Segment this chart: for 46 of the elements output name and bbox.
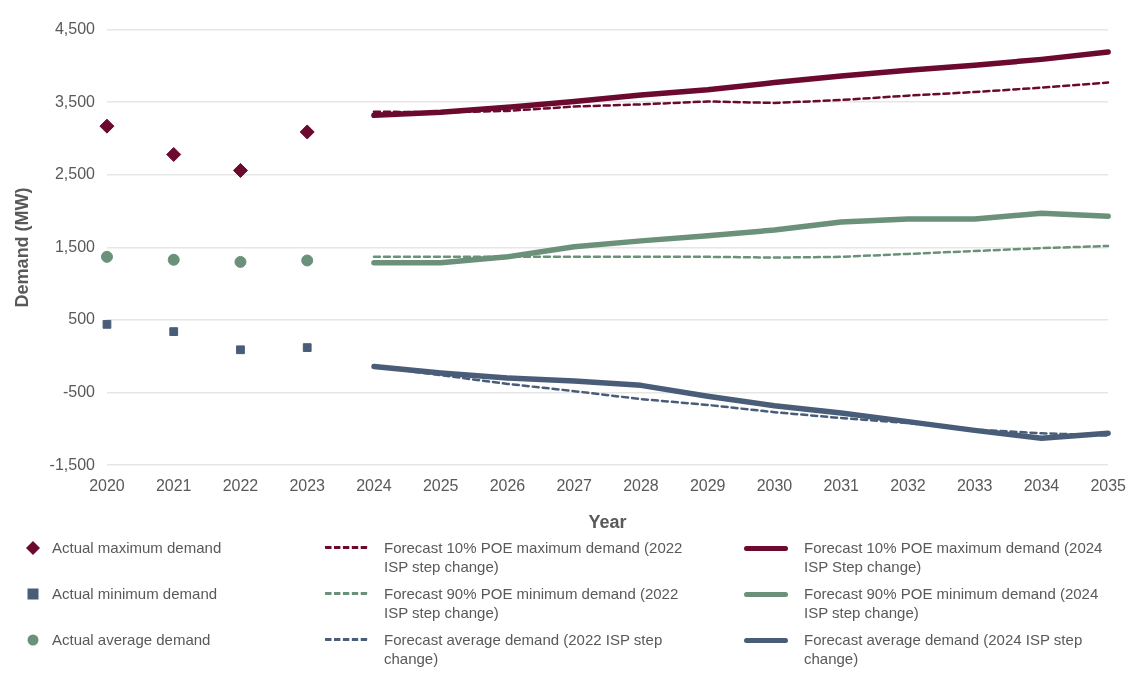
y-axis-title: Demand (MW): [11, 187, 32, 308]
y-tick-label: 2,500: [54, 165, 96, 183]
legend-label: Forecast 10% POE maximum demand (2022 ISP step change): [384, 538, 684, 576]
legend-label: Forecast 90% POE minimum demand (2022 ISP step change): [384, 584, 680, 622]
legend-label: Actual minimum demand: [52, 584, 218, 603]
x-tick-label: 2029: [689, 477, 726, 495]
x-tick-label: 2035: [1090, 477, 1127, 495]
point: [102, 319, 112, 329]
x-tick-label: 2028: [623, 477, 659, 495]
y-tick-label: 3,500: [54, 92, 96, 110]
y-tick-label: -500: [62, 383, 96, 401]
legend-label: Forecast average demand (2024 ISP step change): [804, 630, 1084, 668]
legend-label: Actual average demand: [52, 630, 211, 649]
y-tick-label: -1,500: [49, 455, 96, 473]
point: [167, 253, 180, 266]
x-tick-label: 2022: [222, 477, 259, 495]
point: [236, 345, 245, 355]
x-axis-title: Year: [588, 512, 627, 533]
y-tick-label: 500: [68, 310, 96, 328]
point: [299, 124, 315, 140]
y-tick-label: 1,500: [54, 237, 96, 255]
legend-label: Forecast average demand (2022 ISP step change): [384, 630, 664, 668]
x-tick-label: 2024: [356, 477, 392, 495]
legend-label: Forecast 90% POE minimum demand (2024 ISP step change): [804, 584, 1100, 622]
x-tick-label: 2034: [1023, 477, 1060, 495]
x-tick-label: 2020: [89, 477, 125, 495]
legend-label: Actual maximum demand: [52, 538, 222, 557]
x-tick-label: 2025: [422, 477, 459, 495]
point: [232, 162, 248, 178]
point: [166, 146, 182, 162]
point: [302, 343, 312, 352]
point: [100, 250, 113, 263]
x-tick-label: 2021: [155, 477, 192, 495]
x-tick-label: 2026: [489, 477, 526, 495]
x-tick-label: 2027: [556, 477, 593, 495]
point: [169, 327, 179, 337]
point: [234, 255, 247, 268]
x-tick-label: 2032: [890, 477, 926, 495]
point: [99, 118, 115, 134]
y-tick-label: 4,500: [54, 20, 96, 38]
x-tick-label: 2031: [823, 477, 860, 495]
legend-label: Forecast 10% POE maximum demand (2024 ISP Step change): [804, 538, 1104, 576]
x-tick-label: 2030: [756, 477, 793, 495]
x-tick-label: 2033: [956, 477, 993, 495]
x-tick-label: 2023: [289, 477, 326, 495]
point: [301, 254, 314, 267]
